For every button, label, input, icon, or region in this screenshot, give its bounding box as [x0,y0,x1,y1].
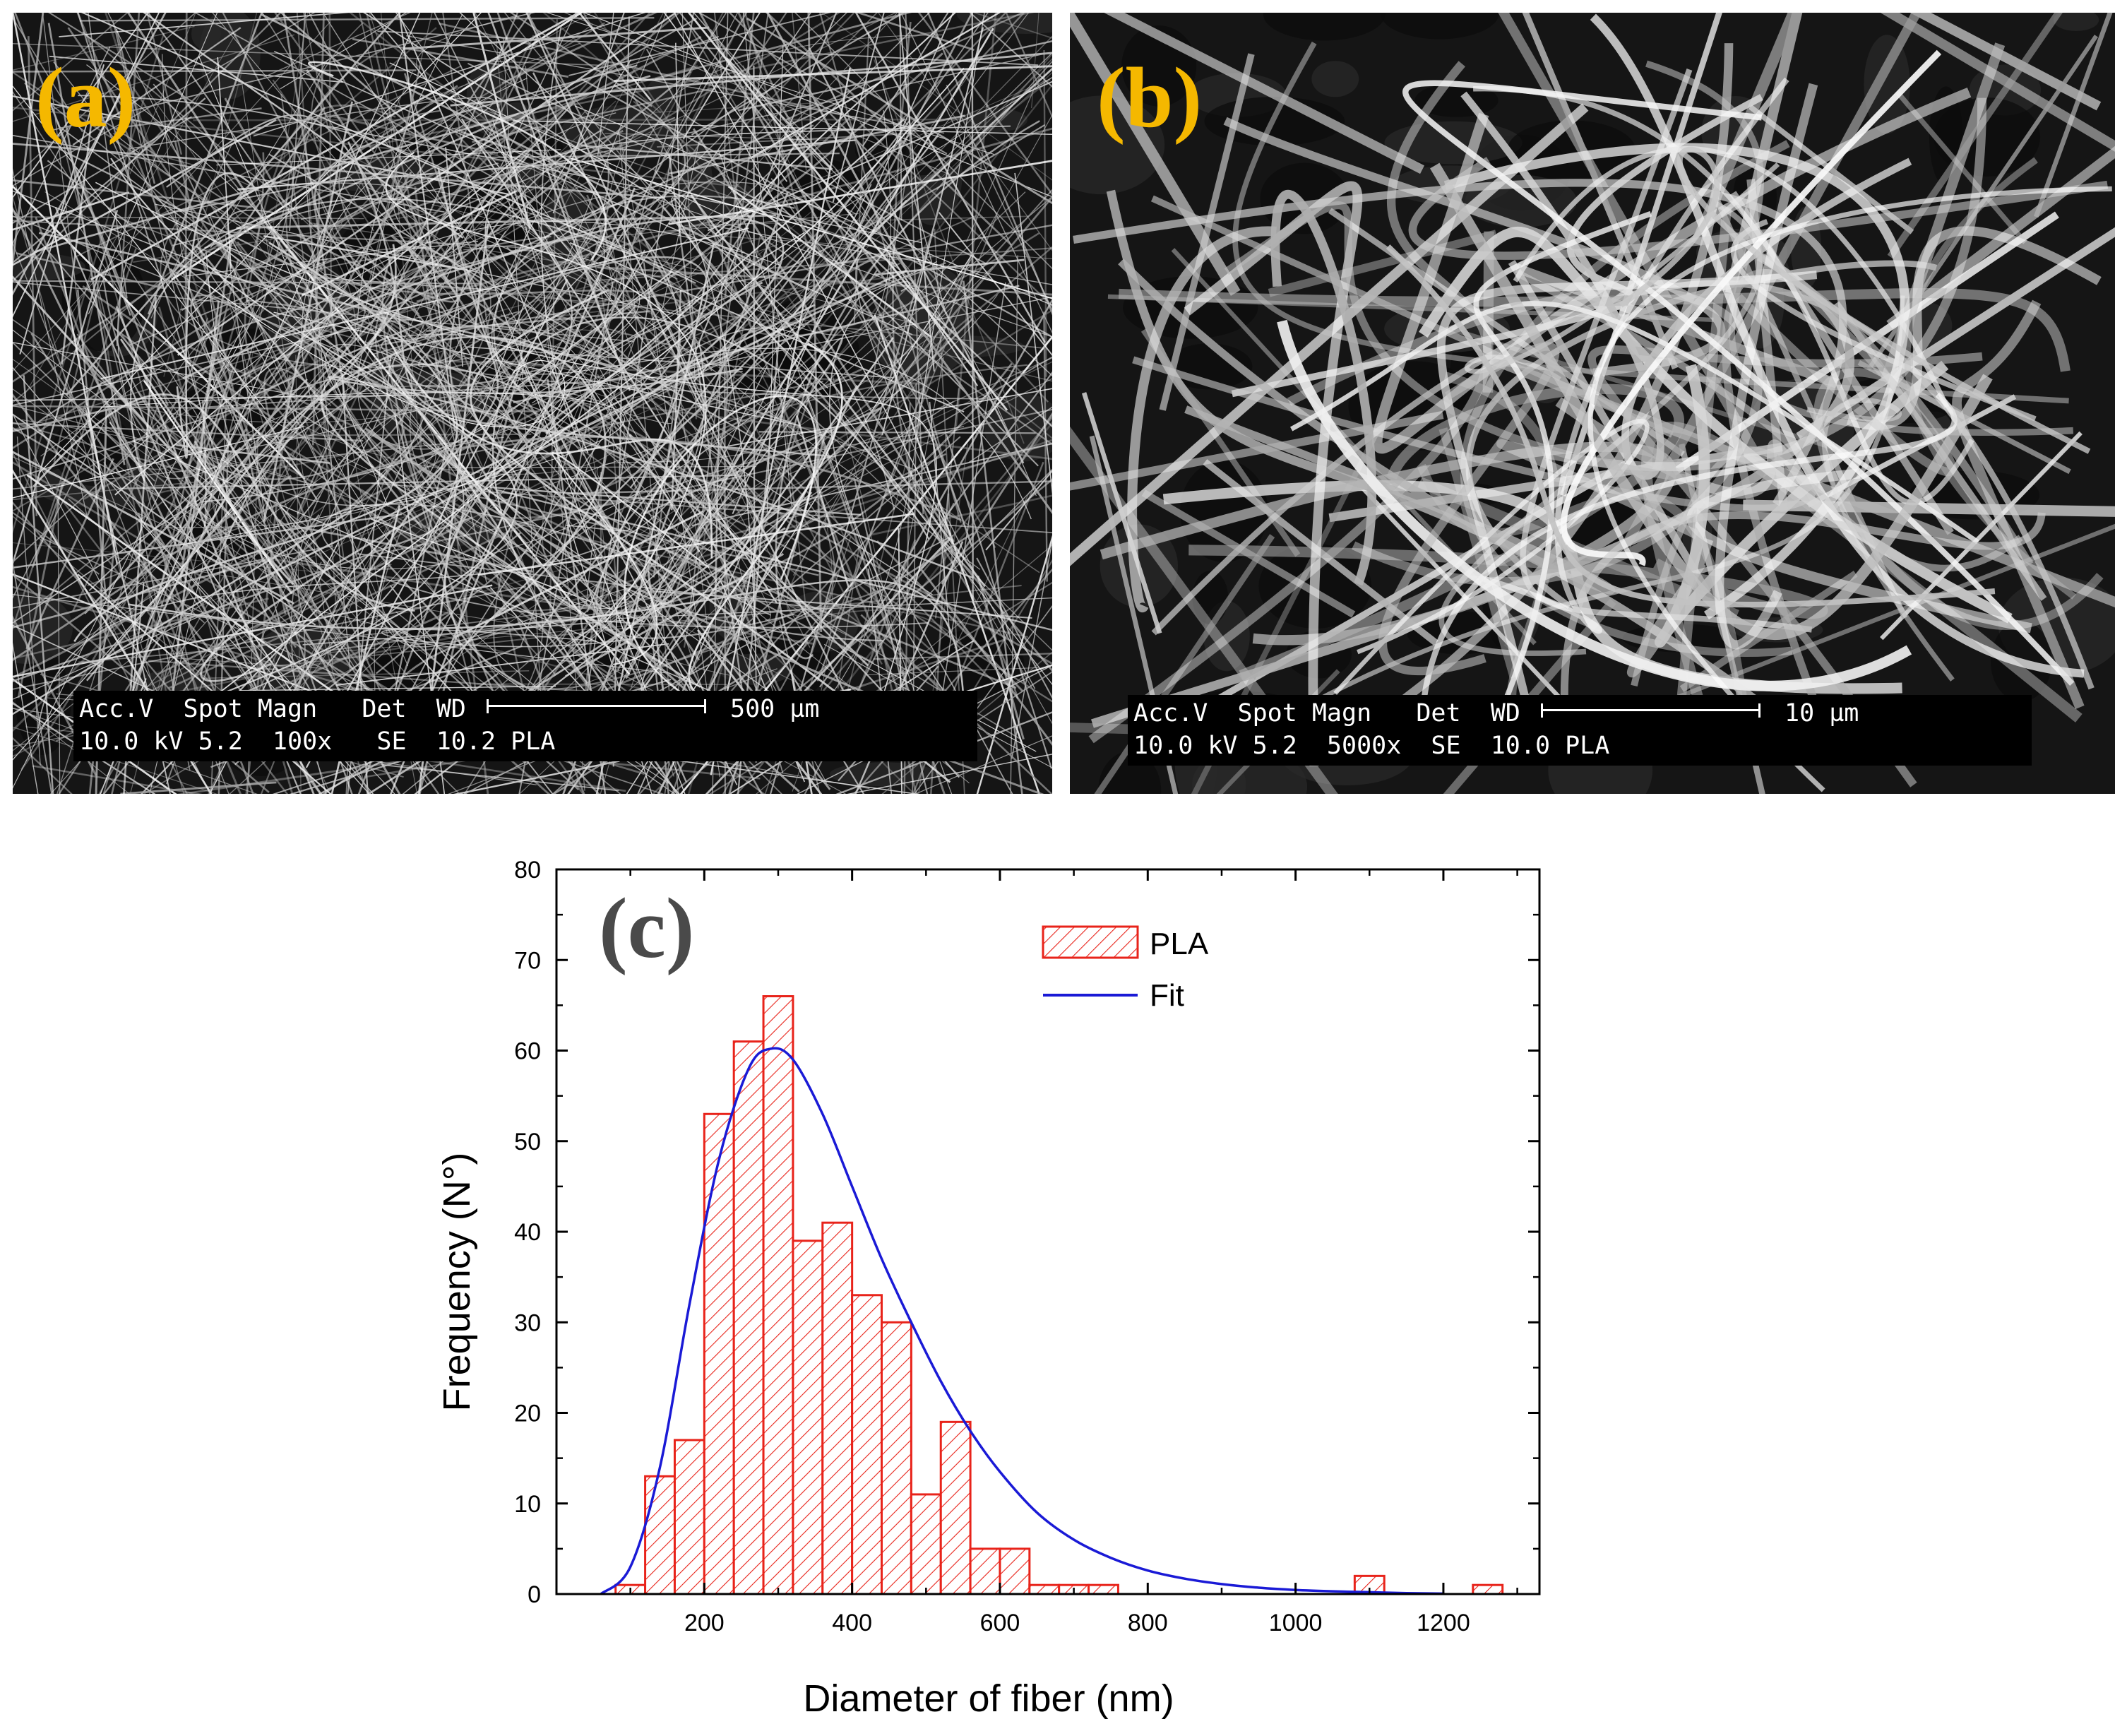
histogram-chart: 200 400 600 800 1000 1200 0 10 20 30 40 50 60 70 80 (c… [0,826,2115,1736]
histogram-bar [969,1547,1001,1595]
legend-label-pla: PLA [1150,927,1209,961]
x-tick-label: 1200 [1417,1610,1470,1636]
histogram-bar [792,1239,824,1595]
histogram-bar [851,1294,883,1595]
histogram-bar [732,1040,765,1595]
legend-label-fit: Fit [1150,978,1184,1013]
databar-values-a: 10.0 kV 5.2 100x SE 10.2 PLA [79,727,556,756]
panel-label-c: (c) [599,881,694,976]
scale-bar-a [487,699,706,713]
legend-swatch-pla [1042,925,1139,959]
histogram-bar [999,1547,1031,1595]
sem-image-b: (b) Acc.V Spot Magn Det WD 10 µm 10.0 kV… [1070,13,2115,794]
histogram-bar [910,1493,942,1595]
histogram-bar [762,995,794,1595]
databar-header-b: Acc.V Spot Magn Det WD [1133,699,1520,727]
x-tick-label: 1000 [1269,1610,1323,1636]
panel-label-a: (a) [35,50,136,145]
histogram-bar [821,1221,854,1595]
legend: PLA Fit [1042,925,1209,1013]
databar-header-a: Acc.V Spot Magn Det WD [79,695,466,723]
histogram-bar [1472,1583,1504,1595]
histogram-bar [1028,1583,1061,1595]
sem-databar-b: Acc.V Spot Magn Det WD 10 µm 10.0 kV 5.2… [1128,695,2032,766]
histogram-bar [881,1321,912,1595]
databar-values-b: 10.0 kV 5.2 5000x SE 10.0 PLA [1133,732,1610,760]
histogram-bar [703,1112,735,1595]
scale-bar-b [1541,703,1760,718]
histogram-svg: 200 400 600 800 1000 1200 0 10 20 30 40 50 60 70 80 (c… [436,857,1541,1720]
y-tick-label: 80 [514,857,541,884]
x-tick-label: 600 [980,1610,1020,1636]
histogram-bar [673,1439,705,1595]
y-tick-label: 20 [514,1401,541,1427]
x-tick-label: 800 [1128,1610,1168,1636]
y-axis-title: Frequency (N°) [436,1153,478,1412]
y-tick-label: 70 [514,947,541,974]
histogram-bar [1088,1583,1119,1595]
scale-bar-label-b: 10 µm [1785,699,1859,727]
histogram-bar [939,1420,972,1595]
fiber-mat-image-b [1070,13,2115,794]
panel-label-b: (b) [1097,50,1203,145]
x-tick-label: 400 [832,1610,872,1636]
y-tick-label: 30 [514,1309,541,1336]
ticks-layer: 200 400 600 800 1000 1200 0 10 20 30 40 50 60 70 80 [514,857,1539,1636]
y-tick-label: 0 [528,1581,541,1608]
y-tick-label: 40 [514,1219,541,1246]
y-tick-label: 10 [514,1491,541,1518]
x-tick-label: 200 [684,1610,725,1636]
bars-layer [614,995,1504,1595]
y-tick-label: 50 [514,1129,541,1155]
sem-databar-a: Acc.V Spot Magn Det WD 500 µm 10.0 kV 5.… [73,691,977,761]
y-tick-label: 60 [514,1038,541,1065]
x-axis-title: Diameter of fiber (nm) [803,1677,1174,1720]
fiber-mat-image-a [13,13,1052,794]
scale-bar-label-a: 500 µm [730,695,820,723]
histogram-bar [644,1475,676,1595]
sem-image-a: (a) Acc.V Spot Magn Det WD 500 µm 10.0 k… [13,13,1052,794]
fit-curve [600,1047,1443,1595]
